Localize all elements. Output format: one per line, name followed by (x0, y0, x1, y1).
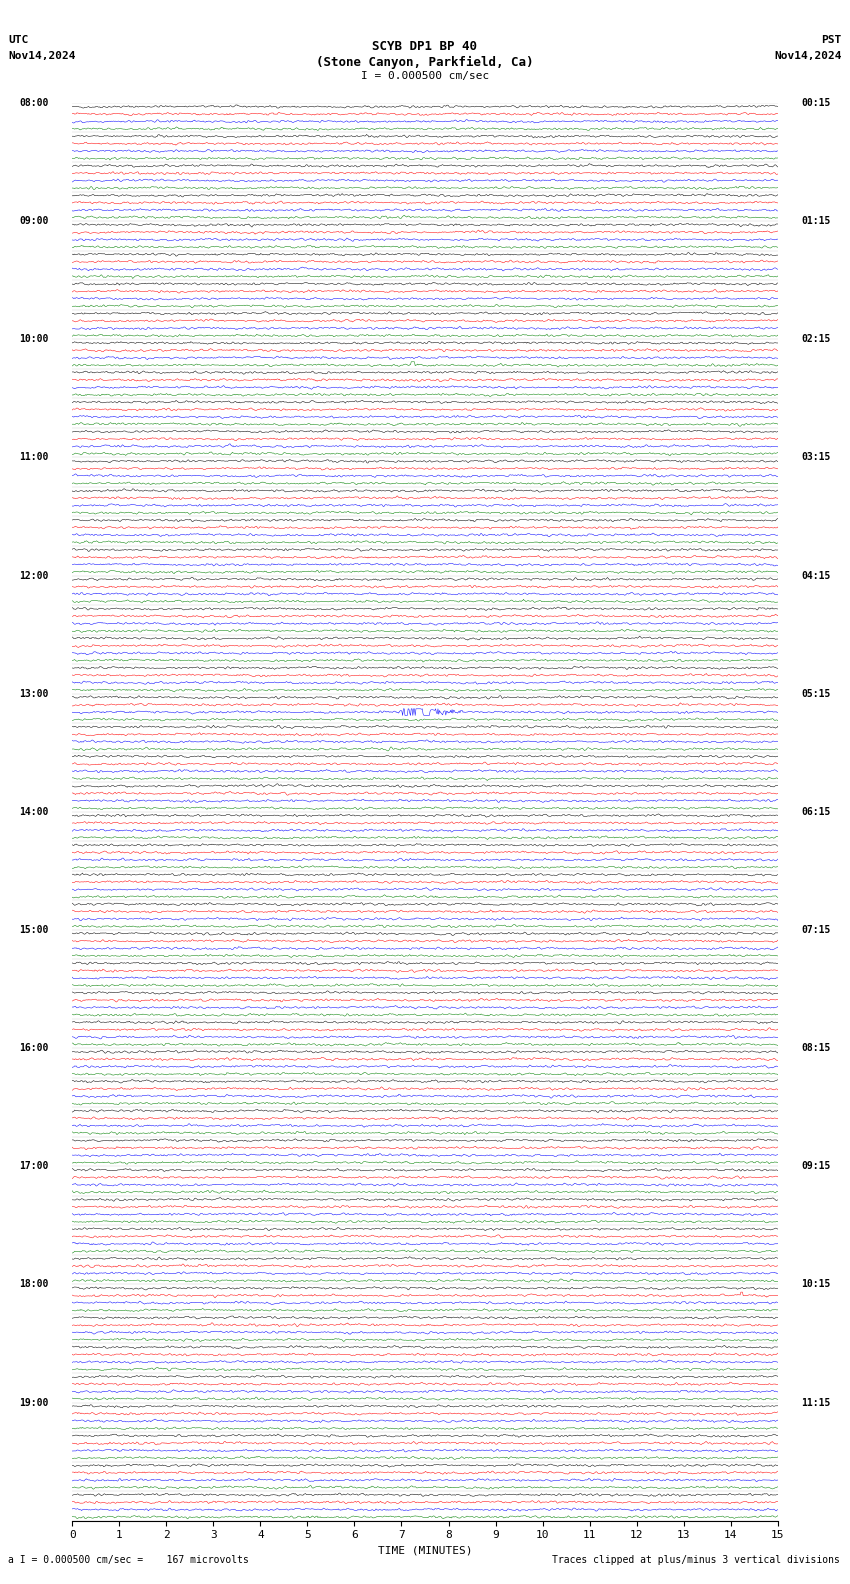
Text: 01:15: 01:15 (802, 215, 830, 227)
Text: UTC: UTC (8, 35, 29, 44)
Text: 08:00: 08:00 (20, 98, 48, 108)
Text: 14:00: 14:00 (20, 806, 48, 817)
Text: 10:15: 10:15 (802, 1280, 830, 1289)
Text: 19:00: 19:00 (20, 1397, 48, 1408)
Text: I = 0.000500 cm/sec: I = 0.000500 cm/sec (361, 71, 489, 81)
Text: 16:00: 16:00 (20, 1044, 48, 1053)
Text: 18:00: 18:00 (20, 1280, 48, 1289)
Text: Nov14,2024: Nov14,2024 (774, 51, 842, 60)
Text: 12:00: 12:00 (20, 570, 48, 580)
Text: 11:00: 11:00 (20, 453, 48, 463)
Text: 09:00: 09:00 (20, 215, 48, 227)
Text: 04:15: 04:15 (802, 570, 830, 580)
Text: 15:00: 15:00 (20, 925, 48, 935)
Text: 05:15: 05:15 (802, 689, 830, 699)
Text: 06:15: 06:15 (802, 806, 830, 817)
Text: SCYB DP1 BP 40: SCYB DP1 BP 40 (372, 40, 478, 52)
Text: 00:15: 00:15 (802, 98, 830, 108)
Text: Traces clipped at plus/minus 3 vertical divisions: Traces clipped at plus/minus 3 vertical … (552, 1555, 841, 1565)
Text: 13:00: 13:00 (20, 689, 48, 699)
Text: Nov14,2024: Nov14,2024 (8, 51, 76, 60)
Text: (Stone Canyon, Parkfield, Ca): (Stone Canyon, Parkfield, Ca) (316, 55, 534, 68)
Text: 11:15: 11:15 (802, 1397, 830, 1408)
Text: 17:00: 17:00 (20, 1161, 48, 1171)
Text: PST: PST (821, 35, 842, 44)
Text: 09:15: 09:15 (802, 1161, 830, 1171)
X-axis label: TIME (MINUTES): TIME (MINUTES) (377, 1546, 473, 1555)
Text: a I = 0.000500 cm/sec =    167 microvolts: a I = 0.000500 cm/sec = 167 microvolts (8, 1555, 249, 1565)
Text: 10:00: 10:00 (20, 334, 48, 344)
Text: 08:15: 08:15 (802, 1044, 830, 1053)
Text: 02:15: 02:15 (802, 334, 830, 344)
Text: 03:15: 03:15 (802, 453, 830, 463)
Text: 07:15: 07:15 (802, 925, 830, 935)
